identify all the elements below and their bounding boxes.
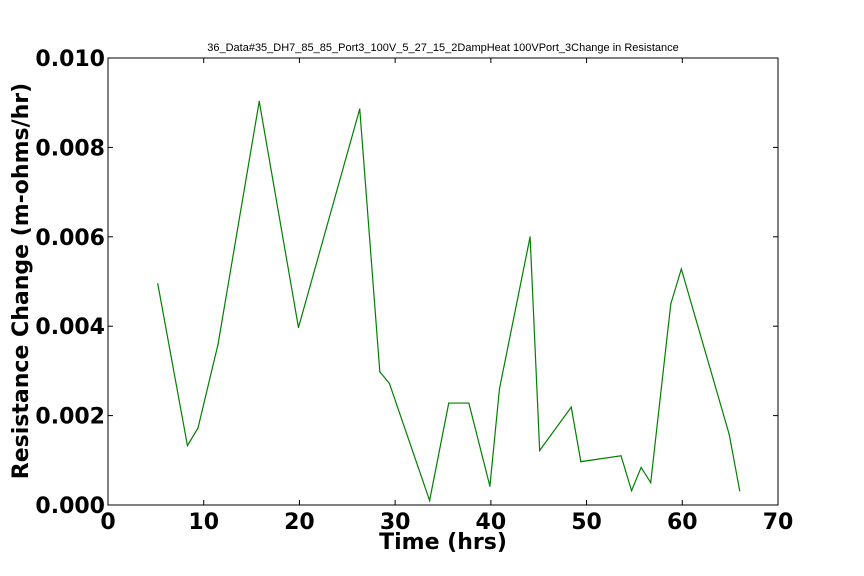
data-point xyxy=(670,303,672,305)
data-point xyxy=(157,283,159,285)
data-point xyxy=(379,371,381,373)
data-point xyxy=(580,461,582,463)
data-point xyxy=(529,236,531,238)
data-point xyxy=(429,499,431,502)
x-tick-label: 60 xyxy=(667,510,698,535)
x-axis-label: Time (hrs) xyxy=(379,530,507,555)
x-tick-label: 20 xyxy=(284,510,315,535)
data-point xyxy=(217,343,219,345)
data-point xyxy=(197,427,199,429)
y-tick-label: 0.006 xyxy=(35,226,105,251)
y-tick-label: 0.004 xyxy=(35,315,105,340)
data-point xyxy=(739,490,741,492)
data-point xyxy=(388,382,390,385)
data-point xyxy=(468,402,470,404)
data-point xyxy=(570,406,572,408)
data-point xyxy=(680,268,682,270)
data-point xyxy=(448,402,450,404)
y-tick-label: 0.000 xyxy=(35,494,105,519)
series-layer xyxy=(157,100,741,503)
axis-ticks xyxy=(107,57,779,506)
data-point xyxy=(630,490,633,492)
data-point xyxy=(728,433,730,435)
data-point xyxy=(620,455,622,457)
data-point xyxy=(258,100,260,102)
data-point xyxy=(498,388,501,390)
data-point xyxy=(489,485,491,487)
x-tick-label: 0 xyxy=(100,510,115,535)
x-tick-label: 70 xyxy=(763,510,794,535)
data-point xyxy=(186,444,189,447)
x-tick-label: 10 xyxy=(188,510,219,535)
plot-area-frame xyxy=(107,57,779,506)
y-tick-label: 0.008 xyxy=(35,136,105,161)
y-axis-label: Resistance Change (m-ohms/hr) xyxy=(9,83,34,479)
data-point xyxy=(640,466,642,469)
x-tick-labels: 0 10 20 30 40 50 60 70 xyxy=(100,510,793,535)
x-tick-label: 30 xyxy=(380,510,411,535)
series-line xyxy=(157,101,741,503)
x-tick-label: 40 xyxy=(476,510,507,535)
data-point xyxy=(650,482,652,484)
data-point xyxy=(359,108,361,110)
chart-title: 36_Data#35_DH7_85_85_Port3_100V_5_27_15_… xyxy=(207,42,679,54)
data-point xyxy=(297,326,300,329)
y-tick-label: 0.010 xyxy=(35,47,105,72)
x-tick-label: 50 xyxy=(571,510,602,535)
data-point xyxy=(539,449,541,452)
y-tick-label: 0.002 xyxy=(35,405,105,430)
y-tick-labels: 0.000 0.002 0.004 0.006 0.008 0.010 xyxy=(35,47,105,519)
